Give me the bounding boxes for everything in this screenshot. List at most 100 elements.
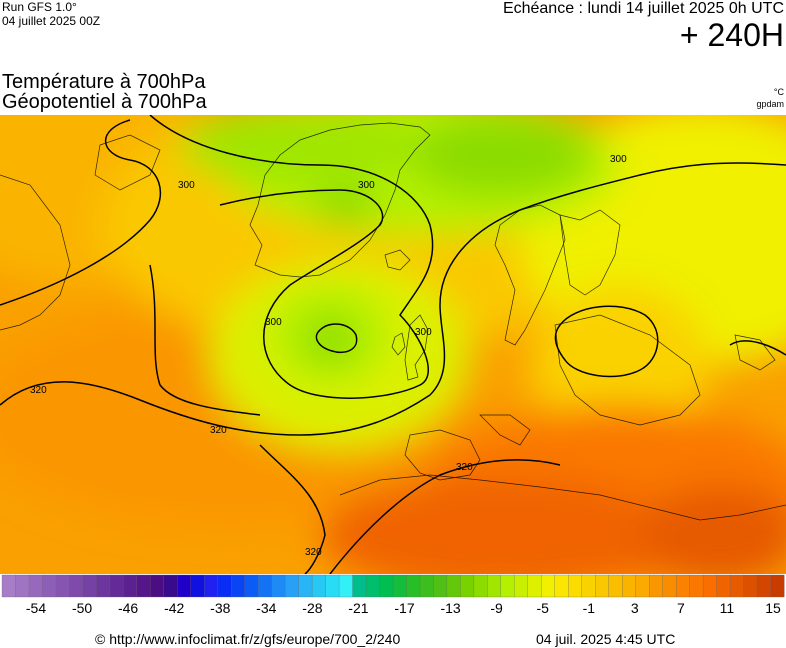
legend-label: -5 (536, 600, 549, 614)
legend-swatch (473, 574, 488, 598)
legend-swatch (460, 574, 475, 598)
valid-time: Echéance : lundi 14 juillet 2025 0h UTC (502, 0, 784, 17)
legend-swatches (1, 574, 785, 598)
legend-label: -17 (394, 600, 414, 614)
legend-swatch (271, 574, 286, 598)
contour-label: 300 (265, 317, 282, 328)
legend-label: 11 (720, 600, 735, 614)
unit-temperature: °C (773, 87, 784, 97)
legend-swatch (82, 574, 97, 598)
legend-swatch (109, 574, 124, 598)
legend-swatch (554, 574, 569, 598)
run-model: Run GFS 1.0° (2, 0, 77, 14)
legend-swatch (379, 574, 394, 598)
legend-swatch (177, 574, 192, 598)
legend-swatch (338, 574, 354, 598)
legend-swatch (756, 574, 771, 598)
legend-swatch (433, 574, 448, 598)
contour-label: 320 (210, 425, 227, 436)
title-geopotential: Géopotentiel à 700hPa (2, 91, 207, 113)
legend-swatch (55, 574, 70, 598)
legend-swatch (15, 574, 30, 598)
legend-swatch (514, 574, 529, 598)
legend-label: -38 (210, 600, 230, 614)
legend-swatch (365, 574, 380, 598)
coastlines (0, 122, 786, 521)
contour-label: 320 (30, 385, 47, 396)
legend-swatch (689, 574, 704, 598)
legend-swatch (392, 574, 407, 598)
legend-swatch (284, 574, 300, 598)
legend-swatch (42, 574, 57, 598)
legend-swatch (136, 574, 151, 598)
legend-swatch (770, 574, 785, 598)
legend-swatch (311, 574, 327, 598)
contour-labels: 300 300 300 300 300 320 320 320 320 (30, 154, 627, 558)
legend-swatch (527, 574, 542, 598)
legend-label: -50 (72, 600, 92, 614)
legend-swatch (716, 574, 731, 598)
lead-time: + 240H (679, 17, 784, 53)
legend-swatch (69, 574, 84, 598)
legend-label: -28 (302, 600, 322, 614)
legend-swatch (204, 574, 219, 598)
legend-label: -9 (490, 600, 503, 614)
legend-swatch (500, 574, 515, 598)
legend-swatch (163, 574, 178, 598)
legend-swatch (96, 574, 111, 598)
title-temperature: Température à 700hPa (2, 71, 206, 93)
legend-swatch (123, 574, 138, 598)
generated-timestamp: 04 juil. 2025 4:45 UTC (536, 631, 676, 647)
legend-label: 7 (677, 600, 685, 614)
source-url: © http://www.infoclimat.fr/z/gfs/europe/… (95, 631, 401, 647)
legend-swatch (406, 574, 421, 598)
legend-swatch (743, 574, 758, 598)
legend-swatch (446, 574, 461, 598)
contour-label: 300 (415, 327, 432, 338)
geopotential-contours (0, 115, 786, 574)
weather-map: 300 300 300 300 300 320 320 320 320 (0, 115, 786, 574)
legend-swatch (1, 574, 16, 598)
legend-swatch (568, 574, 583, 598)
map-units: °C gpdam (756, 86, 784, 110)
legend-label: -54 (26, 600, 46, 614)
legend-label: -42 (164, 600, 184, 614)
legend-swatch (244, 574, 259, 598)
legend-swatch (662, 574, 677, 598)
legend-swatch (541, 574, 556, 598)
legend-label: -46 (118, 600, 138, 614)
legend-swatch (635, 574, 650, 598)
legend-swatch (231, 574, 246, 598)
map-titles: Température à 700hPa Géopotentiel à 700h… (2, 72, 207, 112)
legend-swatch (675, 574, 691, 598)
legend-swatch (258, 574, 273, 598)
legend-swatch (622, 574, 637, 598)
legend-swatch (419, 574, 434, 598)
legend-swatch (298, 574, 313, 598)
contour-label: 300 (178, 180, 195, 191)
legend-swatch (581, 574, 596, 598)
legend-label: -13 (440, 600, 460, 614)
legend-label: 15 (765, 600, 781, 614)
run-info: Run GFS 1.0° 04 juillet 2025 00Z (2, 0, 100, 28)
run-date: 04 juillet 2025 00Z (2, 14, 101, 28)
unit-geopotential: gpdam (756, 99, 784, 109)
legend-swatch (595, 574, 610, 598)
legend-swatch (487, 574, 502, 598)
forecast-info: Echéance : lundi 14 juillet 2025 0h UTC … (503, 0, 784, 52)
legend-swatch (217, 574, 232, 598)
legend-labels: -54 -50 -46 -42 -38 -34 -28 -21 -17 -13 -9 -5 -1 3 7 11… (26, 600, 781, 614)
contour-label: 320 (456, 462, 473, 473)
legend-label: -1 (583, 600, 596, 614)
legend-swatch (352, 574, 367, 598)
legend-swatch (190, 574, 205, 598)
legend-swatch (729, 574, 745, 598)
temperature-field (0, 115, 786, 574)
contour-label: 320 (305, 547, 322, 558)
legend-swatch (325, 574, 340, 598)
legend-swatch (608, 574, 623, 598)
contour-label: 300 (610, 154, 627, 165)
legend-label: 3 (631, 600, 639, 614)
color-legend: -54 -50 -46 -42 -38 -34 -28 -21 -17 -13 -9 -5 -1 3 7 11… (1, 574, 785, 614)
legend-swatch (702, 574, 718, 598)
